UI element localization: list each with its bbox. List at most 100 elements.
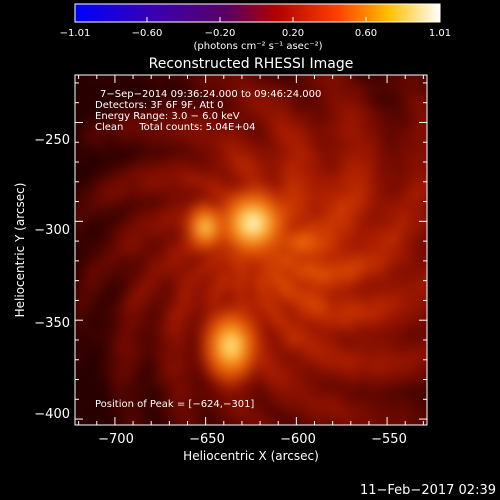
image-pixel [273,381,283,391]
image-pixel [183,183,193,193]
image-pixel [255,363,265,373]
image-pixel [210,111,220,121]
image-pixel [246,399,256,409]
image-pixel [165,84,175,94]
image-pixel [129,174,139,184]
image-pixel [120,273,130,283]
image-pixel [336,165,346,175]
image-pixel [120,381,130,391]
image-pixel [399,381,409,391]
image-pixel [237,255,247,265]
image-pixel [399,237,409,247]
image-pixel [372,75,382,85]
image-pixel [363,264,373,274]
image-pixel [318,417,328,425]
image-pixel [372,408,382,418]
image-pixel [219,84,229,94]
image-pixel [192,102,202,112]
image-pixel [345,138,355,148]
image-pixel [210,165,220,175]
image-pixel [165,291,175,301]
image-pixel [102,138,112,148]
image-pixel [381,84,391,94]
image-pixel [327,264,337,274]
image-pixel [408,309,418,319]
image-pixel [174,372,184,382]
image-pixel [201,300,211,310]
image-pixel [147,345,157,355]
image-pixel [147,237,157,247]
image-pixel [345,291,355,301]
image-pixel [174,120,184,130]
image-pixel [120,84,130,94]
image-pixel [111,390,121,400]
image-pixel [300,138,310,148]
image-pixel [390,318,400,328]
image-pixel [165,237,175,247]
image-pixel [318,75,328,85]
image-pixel [273,111,283,121]
image-pixel [237,300,247,310]
image-pixel [183,147,193,157]
image-pixel [318,84,328,94]
image-pixel [147,309,157,319]
image-pixel [363,219,373,229]
image-pixel [417,156,427,166]
image-pixel [336,84,346,94]
image-pixel [192,291,202,301]
image-pixel [381,318,391,328]
image-pixel [273,192,283,202]
image-pixel [192,111,202,121]
image-pixel [345,282,355,292]
image-pixel [75,390,85,400]
image-pixel [165,147,175,157]
image-pixel [282,192,292,202]
image-pixel [435,300,445,310]
image-pixel [327,138,337,148]
image-pixel [219,300,229,310]
image-pixel [390,399,400,409]
info-detectors: Detectors: 3F 6F 9F, Att 0 [95,100,223,111]
image-pixel [183,327,193,337]
image-pixel [138,264,148,274]
image-pixel [327,291,337,301]
image-pixel [381,390,391,400]
image-pixel [390,291,400,301]
image-pixel [381,399,391,409]
image-pixel [309,129,319,139]
image-pixel [363,300,373,310]
image-pixel [291,327,301,337]
image-pixel [201,372,211,382]
image-pixel [390,156,400,166]
image-pixel [273,138,283,148]
image-pixel [390,354,400,364]
image-pixel [192,246,202,256]
image-pixel [336,300,346,310]
image-pixel [318,273,328,283]
image-pixel [201,318,211,328]
image-pixel [327,147,337,157]
image-pixel [237,174,247,184]
image-pixel [435,120,445,130]
image-pixel [417,318,427,328]
image-pixel [93,300,103,310]
image-pixel [174,408,184,418]
image-pixel [210,372,220,382]
image-pixel [210,309,220,319]
image-pixel [291,219,301,229]
image-pixel [165,273,175,283]
image-pixel [318,300,328,310]
image-pixel [327,192,337,202]
image-pixel [201,390,211,400]
image-pixel [138,246,148,256]
image-pixel [291,246,301,256]
image-pixel [120,246,130,256]
image-pixel [120,102,130,112]
image-pixel [156,174,166,184]
image-pixel [210,156,220,166]
image-pixel [183,291,193,301]
image-pixel [120,156,130,166]
image-pixel [165,399,175,409]
image-pixel [129,228,139,238]
image-pixel [264,381,274,391]
